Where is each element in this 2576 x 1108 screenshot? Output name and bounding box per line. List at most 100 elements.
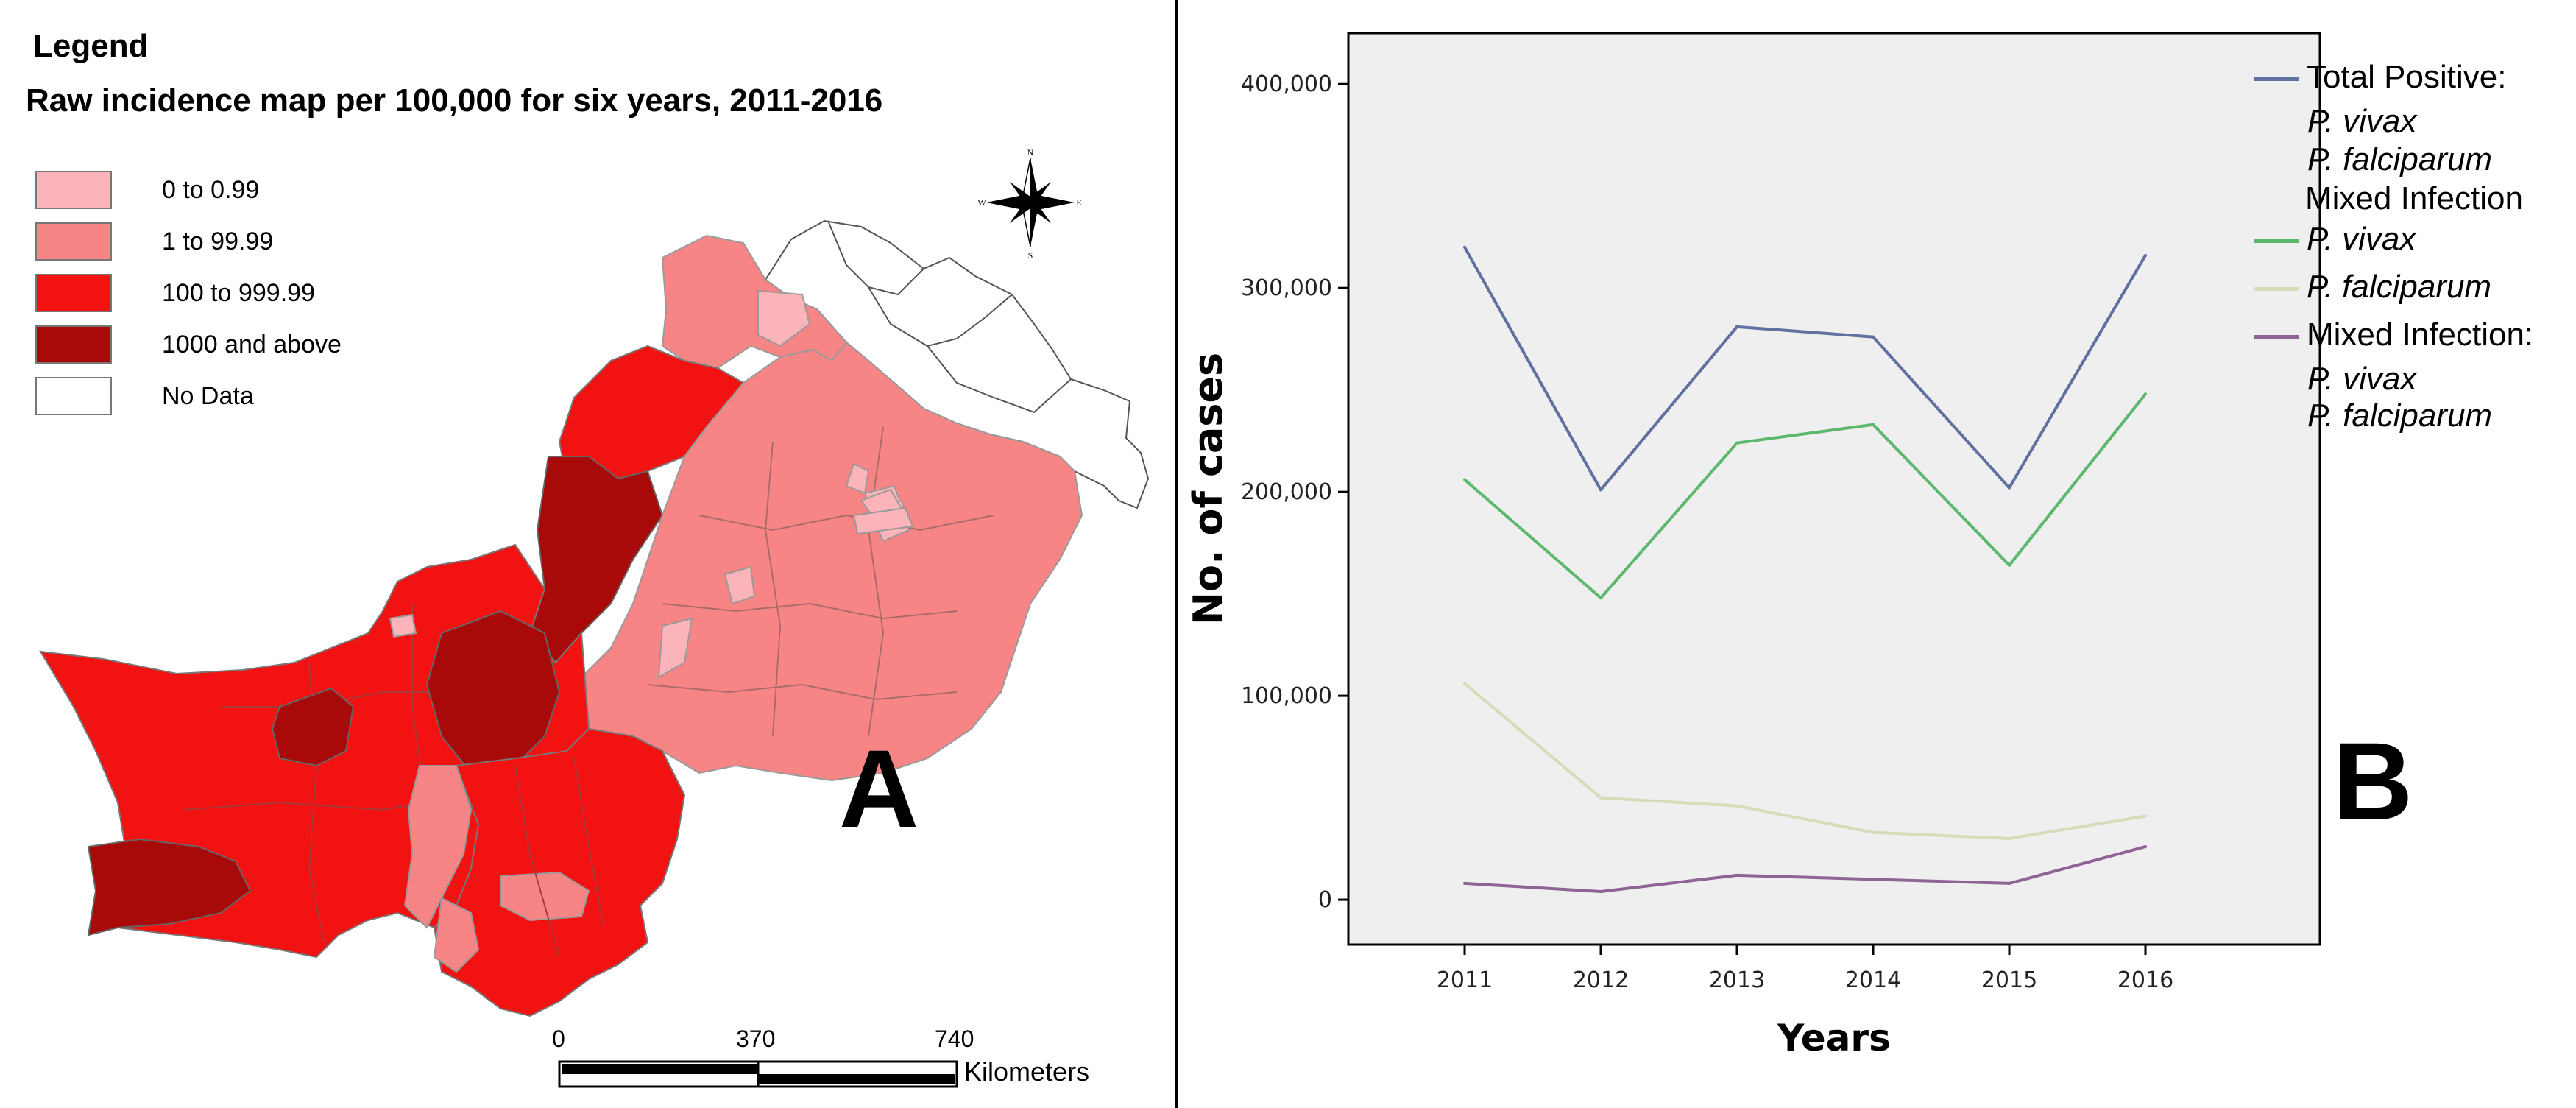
scale-tick-740: 740 <box>935 1026 974 1052</box>
legend-item: 1 to 99.99 <box>35 222 273 261</box>
map-region-dark <box>271 687 355 767</box>
legend-line: Total Positive: <box>2254 59 2506 96</box>
legend-text: P. falciparum <box>2307 398 2493 434</box>
data-point <box>1599 488 1602 492</box>
data-point <box>2008 881 2011 885</box>
y-tick-label: 300,000 <box>1241 275 1332 301</box>
legend-line: P. falciparum <box>2254 269 2491 306</box>
y-tick-label: 200,000 <box>1241 479 1332 505</box>
legend-line: P. vivax <box>2307 361 2416 398</box>
legend-text: P. falciparum <box>2307 141 2493 177</box>
map-title: Raw incidence map per 100,000 for six ye… <box>26 82 883 119</box>
data-point <box>1463 245 1466 249</box>
map-region-light <box>757 289 811 347</box>
data-point <box>2144 253 2147 257</box>
data-point <box>1735 441 1738 445</box>
data-point <box>1599 596 1602 600</box>
y-tick-label: 0 <box>1318 887 1332 913</box>
legend-swatch <box>35 325 112 364</box>
series-line-2 <box>1463 682 2146 840</box>
x-axis: 2011 2012 2013 2014 2015 2016 <box>1437 945 2173 993</box>
data-point <box>2008 563 2011 567</box>
series-group <box>1463 245 2147 893</box>
panel-letter-a: A <box>839 727 919 850</box>
series-line-3 <box>1464 845 2146 893</box>
scale-tick-370: 370 <box>736 1026 776 1052</box>
data-point <box>2144 845 2147 849</box>
data-point <box>1735 873 1738 877</box>
legend-swatch <box>35 377 112 415</box>
legend-text: P. vivax <box>2307 103 2417 139</box>
legend-label: 0 to 0.99 <box>162 175 260 204</box>
map-region-light <box>389 613 417 638</box>
legend-swatch <box>2254 286 2299 291</box>
legend-text: P. vivax <box>2307 221 2416 257</box>
data-point <box>2008 836 2011 840</box>
legend-heading: Legend <box>33 28 149 64</box>
legend-line: P. falciparum <box>2307 141 2492 178</box>
map-region-sindh-pink <box>500 871 590 922</box>
plot-area <box>1347 32 2321 946</box>
legend-swatch <box>35 222 112 261</box>
x-tick-label: 2016 <box>2117 967 2173 993</box>
series-line-1 <box>1463 392 2147 600</box>
legend-text: Mixed Infection: <box>2307 317 2534 353</box>
compass-w: W <box>977 197 986 208</box>
data-point <box>1463 881 1466 885</box>
data-point <box>1463 478 1466 481</box>
legend-line: P. vivax <box>2307 103 2416 140</box>
data-point <box>1872 423 1875 426</box>
map-region-dark <box>87 838 252 936</box>
legend-label: 100 to 999.99 <box>162 278 315 307</box>
legend-swatch <box>2254 77 2299 81</box>
legend-item: No Data <box>35 377 254 415</box>
legend-swatch <box>2254 334 2299 339</box>
map-region-sindh-pink <box>403 765 473 929</box>
map-region-light <box>852 507 914 535</box>
legend-swatch <box>35 171 112 209</box>
scale-unit: Kilometers <box>964 1056 1090 1087</box>
x-tick-label: 2013 <box>1709 967 1765 993</box>
scale-tick-0: 0 <box>552 1026 565 1052</box>
data-point <box>1599 796 1602 800</box>
legend-text: P. falciparum <box>2307 269 2492 305</box>
data-point <box>1872 335 1875 339</box>
compass-e: E <box>1076 197 1081 208</box>
x-tick-label: 2014 <box>1845 967 1901 993</box>
x-tick-label: 2012 <box>1573 967 1629 993</box>
legend-line: Mixed Infection <box>2305 180 2523 217</box>
legend-label: No Data <box>162 381 254 410</box>
panel-letter-b: B <box>2333 719 2413 843</box>
legend-line: Mixed Infection: <box>2254 317 2533 353</box>
x-tick-label: 2015 <box>1981 967 2037 993</box>
y-tick-label: 400,000 <box>1241 71 1332 97</box>
data-point <box>2008 486 2011 490</box>
data-point <box>2144 814 2147 818</box>
map-region-light <box>657 617 693 679</box>
legend-item: 100 to 999.99 <box>35 274 315 312</box>
legend-swatch <box>35 274 112 312</box>
legend-swatch <box>2254 239 2299 243</box>
scale-bar <box>558 1060 958 1088</box>
legend-text: Mixed Infection <box>2305 180 2523 216</box>
legend-line: P. vivax <box>2254 221 2416 258</box>
legend-item: 1000 and above <box>35 325 342 364</box>
legend-line: P. falciparum <box>2307 398 2492 434</box>
map-region-dark <box>425 610 561 774</box>
legend-label: 1000 and above <box>162 330 342 359</box>
x-tick-label: 2011 <box>1437 967 1493 993</box>
y-axis: 0 100,000 200,000 300,000 400,000 <box>1241 71 1348 913</box>
x-axis-label: Years <box>1777 1017 1891 1059</box>
data-point <box>1463 682 1466 685</box>
data-point <box>1872 830 1875 834</box>
y-tick-label: 100,000 <box>1241 683 1332 709</box>
legend-text: Total Positive: <box>2307 59 2507 95</box>
data-point <box>1735 325 1738 328</box>
map-region-light <box>723 565 756 605</box>
pakistan-incidence-map: N S E W <box>39 147 1150 1088</box>
data-point <box>1872 878 1875 881</box>
map-region-sindh-pink <box>433 897 480 973</box>
legend-text: P. vivax <box>2307 361 2417 397</box>
compass-s: S <box>1028 250 1033 261</box>
